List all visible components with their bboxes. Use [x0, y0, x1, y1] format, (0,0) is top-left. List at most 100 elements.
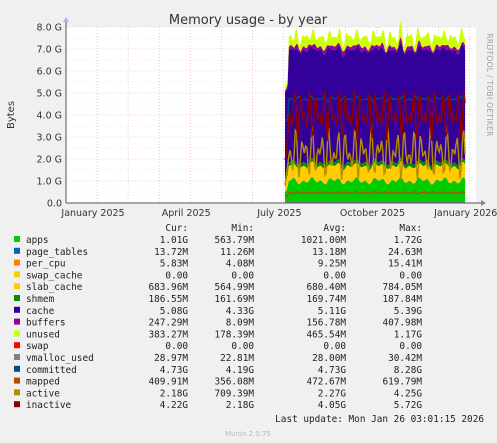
legend-header: Cur: Min: Avg: Max:	[165, 223, 422, 234]
legend-series-name: buffers	[26, 318, 66, 329]
legend-swatch	[14, 365, 20, 372]
legend-value-max: 619.79M	[382, 377, 422, 388]
data-lines	[284, 90, 466, 204]
legend-value-min: 564.99M	[214, 282, 254, 293]
data-areas	[285, 20, 466, 203]
x-tick-label: January 2026	[433, 208, 497, 219]
legend-value-cur: 5.08G	[160, 306, 189, 317]
legend-row: swap 0.00 0.00 0.00 0.00	[14, 341, 422, 352]
legend-value-cur: 28.97M	[154, 353, 188, 364]
line-inactive	[284, 90, 466, 160]
legend-value-cur: 247.29M	[148, 318, 188, 329]
legend-swatch	[14, 330, 20, 337]
legend-value-avg: 472.67M	[306, 377, 346, 388]
x-tick-label: April 2025	[162, 208, 211, 219]
line-mapped	[285, 190, 466, 197]
legend-swatch	[14, 283, 20, 290]
legend-swatch	[14, 354, 20, 360]
legend-value-min: 0.00	[231, 341, 254, 352]
legend-value-min: 4.33G	[226, 306, 255, 317]
y-tick-label: 4.0 G	[37, 111, 63, 122]
legend-series-name: per_cpu	[26, 259, 66, 270]
legend-series-name: inactive	[26, 400, 72, 411]
legend-value-min: 563.79M	[214, 235, 254, 246]
legend-value-cur: 186.55M	[148, 294, 188, 305]
legend-value-max: 0.00	[399, 270, 422, 281]
legend-row: vmalloc_used 28.97M 22.81M 28.00M 30.42M	[14, 353, 422, 364]
legend-swatch	[14, 306, 20, 313]
legend-value-avg: 680.40M	[306, 282, 346, 293]
y-tick-label: 6.0 G	[37, 67, 63, 78]
area-unused	[285, 20, 466, 91]
y-tick-labels: 0.0 1.0 G 2.0 G 3.0 G 4.0 G 5.0 G 6.0 G 7.0 G 8.…	[37, 23, 63, 210]
legend-row: buffers 247.29M 8.09M 156.78M 407.98M	[14, 318, 422, 329]
munin-version: Munin 2.0.75	[225, 430, 271, 438]
y-tick-label: 3.0 G	[37, 133, 63, 144]
chart-title: Memory usage - by year	[169, 13, 328, 28]
legend-series-name: apps	[26, 235, 49, 246]
legend-value-max: 5.39G	[394, 306, 423, 317]
line-active	[284, 125, 466, 186]
x-tick-labels: January 2025 April 2025 July 2025 October 2…	[60, 208, 497, 219]
x-tick-label: January 2025	[60, 208, 124, 219]
area-shmem	[285, 157, 466, 181]
legend-series-name: swap_cache	[26, 270, 83, 281]
legend-value-max: 187.84M	[382, 294, 422, 305]
legend-value-avg: 5.11G	[318, 306, 347, 317]
legend-value-max: 1.72G	[394, 235, 423, 246]
x-tick-label: July 2025	[256, 208, 301, 219]
legend-value-cur: 0.00	[165, 270, 188, 281]
legend-value-max: 1.17G	[394, 329, 423, 340]
legend-series-name: active	[26, 388, 60, 399]
legend-row: unused 383.27M 178.39M 465.54M 1.17G	[14, 329, 422, 340]
legend-value-avg: 9.25M	[318, 259, 347, 270]
legend-column-header: Cur:	[165, 223, 188, 234]
legend-value-max: 24.63M	[388, 247, 422, 258]
legend-swatch	[14, 401, 20, 408]
legend-value-cur: 2.18G	[160, 388, 189, 399]
legend-series-name: cache	[26, 306, 55, 317]
legend-series-name: unused	[26, 329, 60, 340]
legend-value-avg: 169.74M	[306, 294, 346, 305]
legend-row: apps 1.01G 563.79M 1021.00M 1.72G	[14, 235, 422, 246]
legend-value-min: 178.39M	[214, 329, 254, 340]
legend-series-name: swap	[26, 341, 49, 352]
legend-value-min: 4.19G	[226, 365, 255, 376]
legend-value-cur: 5.83M	[160, 259, 189, 270]
legend-swatch	[14, 377, 20, 384]
legend-value-min: 356.08M	[214, 377, 254, 388]
axes	[63, 17, 486, 206]
legend-value-avg: 465.54M	[306, 329, 346, 340]
legend-row: committed 4.73G 4.19G 4.73G 8.28G	[14, 365, 422, 376]
legend-row: mapped 409.91M 356.08M 472.67M 619.79M	[14, 377, 422, 388]
x-tick-label: October 2025	[340, 208, 405, 219]
legend-value-cur: 409.91M	[148, 377, 188, 388]
legend-column-header: Min:	[231, 223, 254, 234]
legend-value-cur: 683.96M	[148, 282, 188, 293]
last-update: Last update: Mon Jan 26 03:01:15 2026	[275, 414, 484, 425]
area-cache	[285, 42, 466, 178]
legend-swatch	[14, 318, 20, 325]
legend-row: swap_cache 0.00 0.00 0.00 0.00	[14, 270, 422, 281]
legend-value-max: 4.25G	[394, 388, 423, 399]
legend-swatch	[14, 271, 20, 278]
legend-value-min: 161.69M	[214, 294, 254, 305]
legend-series-name: committed	[26, 365, 77, 376]
legend-value-max: 30.42M	[388, 353, 422, 364]
legend-swatch	[14, 342, 20, 349]
legend-swatch	[14, 389, 20, 396]
legend-row: page_tables 13.72M 11.26M 13.18M 24.63M	[14, 247, 422, 258]
legend-value-cur: 0.00	[165, 341, 188, 352]
legend-value-avg: 4.05G	[318, 400, 347, 411]
legend-value-avg: 2.27G	[318, 388, 347, 399]
legend-row: active 2.18G 709.39M 2.27G 4.25G	[14, 388, 422, 399]
x-axis-arrow	[481, 200, 486, 206]
legend-value-max: 0.00	[399, 341, 422, 352]
legend-value-min: 8.09M	[226, 318, 255, 329]
legend-row: cache 5.08G 4.33G 5.11G 5.39G	[14, 306, 422, 317]
legend-series-name: vmalloc_used	[26, 353, 94, 364]
legend-value-cur: 4.73G	[160, 365, 189, 376]
y-tick-label: 1.0 G	[37, 177, 63, 188]
area-apps	[285, 177, 466, 203]
legend-value-cur: 13.72M	[154, 247, 188, 258]
